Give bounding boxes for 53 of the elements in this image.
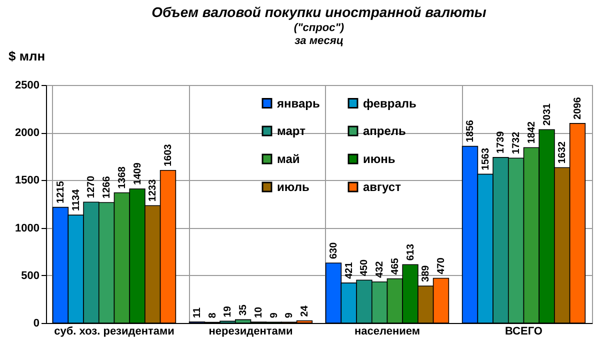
- legend-label: июнь: [363, 152, 396, 166]
- data-label: 1632: [557, 140, 568, 164]
- data-label: 421: [344, 262, 355, 279]
- legend-label: февраль: [363, 96, 416, 110]
- data-label: 1842: [526, 120, 538, 144]
- legend-label: август: [363, 180, 402, 194]
- y-tick-label: 500: [21, 270, 40, 282]
- x-tick-label: ВСЕГО: [505, 326, 543, 338]
- data-label: 11: [192, 306, 204, 318]
- x-tick-label: нерезидентами: [208, 326, 293, 338]
- data-label: 10: [253, 306, 264, 318]
- y-tick-label: 1000: [15, 222, 40, 234]
- legend-label: март: [277, 124, 306, 138]
- data-label: 432: [374, 260, 386, 278]
- data-label: 2096: [572, 96, 584, 120]
- data-label: 24: [299, 305, 310, 317]
- y-axis-title: $ млн: [8, 48, 46, 64]
- data-label: 2031: [542, 102, 553, 126]
- legend-label: апрель: [363, 124, 406, 138]
- data-label: 1233: [148, 178, 159, 202]
- x-tick-label: населением: [354, 326, 420, 338]
- data-label: 35: [238, 304, 250, 316]
- data-label: 1215: [56, 180, 67, 204]
- data-label: 465: [390, 258, 401, 275]
- data-label: 1270: [86, 175, 98, 198]
- legend-label: январь: [277, 96, 320, 110]
- x-tick-label: суб. хоз. резидентами: [54, 326, 174, 338]
- data-label: 8: [207, 312, 218, 318]
- chart-subtitle: ("спрос") за месяц: [294, 22, 344, 47]
- data-label: 630: [328, 242, 340, 260]
- data-label: 1739: [496, 130, 507, 154]
- data-label: 1732: [511, 131, 522, 154]
- data-label: 9: [268, 312, 280, 318]
- y-tick-label: 1500: [15, 174, 40, 187]
- chart-title: Объем валовой покупки иностранной валюты: [152, 4, 486, 20]
- data-label: 9: [284, 312, 296, 318]
- data-label: 1409: [132, 162, 144, 185]
- y-tick-label: 0: [33, 318, 40, 330]
- data-label: 389: [420, 264, 432, 282]
- data-label: 19: [222, 306, 234, 318]
- data-label: 1856: [465, 120, 476, 142]
- data-label: 450: [359, 259, 370, 276]
- data-label: 470: [436, 257, 447, 274]
- data-label: 1134: [70, 188, 82, 212]
- legend-label: май: [277, 152, 300, 166]
- legend-label: июль: [277, 180, 310, 194]
- data-label: 613: [405, 244, 416, 261]
- data-label: 1368: [116, 166, 128, 189]
- data-label: 1603: [162, 144, 174, 166]
- data-label: 1563: [480, 148, 492, 170]
- y-tick-label: 2000: [15, 127, 40, 140]
- y-tick-label: 2500: [15, 80, 40, 92]
- data-label: 1266: [102, 176, 113, 198]
